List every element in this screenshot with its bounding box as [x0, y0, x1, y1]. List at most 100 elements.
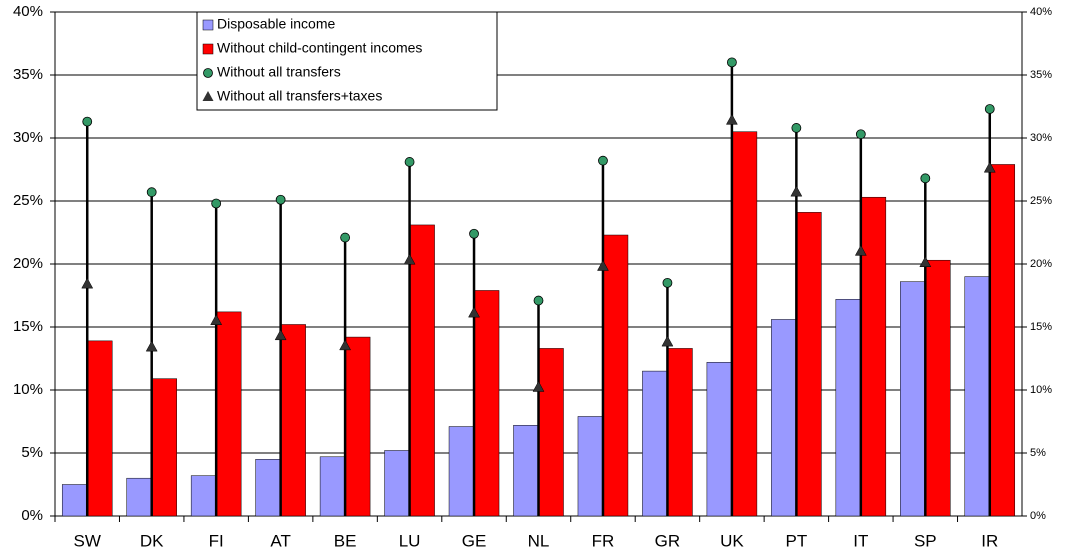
legend-label: Without all transfers+taxes	[217, 88, 382, 104]
x-tick-label: GE	[462, 531, 487, 550]
bar	[344, 336, 371, 517]
legend-label: Without child-contingent incomes	[217, 40, 422, 56]
bar	[319, 456, 346, 517]
y2-tick-label: 30%	[1030, 132, 1052, 144]
x-tick-label: PT	[785, 531, 807, 550]
bar	[61, 484, 88, 517]
marker-triangle	[854, 244, 867, 256]
marker-triangle	[81, 277, 94, 289]
marker-circle	[920, 173, 931, 184]
y2-tick-label: 35%	[1030, 69, 1052, 81]
bar	[513, 425, 539, 517]
y-tick-label: 20%	[13, 255, 43, 272]
x-tick-label: FR	[592, 531, 615, 550]
x-tick-label: LU	[399, 531, 421, 550]
marker-circle	[984, 104, 995, 114]
bar	[448, 426, 475, 517]
marker-triangle	[339, 339, 352, 351]
bar	[215, 311, 242, 517]
bar	[860, 196, 887, 517]
y2-tick-label: 40%	[1030, 6, 1052, 18]
marker-circle	[662, 277, 673, 288]
x-tick-label: UK	[720, 531, 744, 550]
bar	[409, 224, 435, 517]
legend-swatch	[203, 68, 213, 78]
bar	[835, 299, 862, 517]
bar	[538, 348, 564, 517]
bar	[667, 348, 693, 517]
y-tick-label: 10%	[13, 381, 43, 398]
legend-label: Disposable income	[217, 16, 335, 32]
marker-triangle	[532, 380, 545, 392]
x-tick-label: GR	[655, 531, 681, 550]
bar	[384, 450, 410, 517]
legend-swatch	[202, 43, 214, 55]
x-tick-label: AT	[270, 531, 290, 550]
marker-triangle	[790, 185, 803, 197]
bar	[706, 362, 733, 517]
marker-circle	[211, 198, 222, 209]
marker-triangle	[468, 306, 480, 318]
marker-triangle	[919, 256, 932, 267]
bar	[126, 477, 152, 517]
y2-tick-label: 20%	[1030, 258, 1052, 270]
legend-box	[196, 11, 498, 111]
x-tick-label: BE	[334, 531, 357, 550]
marker-triangle	[403, 253, 416, 265]
bar	[989, 164, 1016, 517]
bar	[151, 378, 177, 517]
y-tick-label: 25%	[13, 192, 43, 209]
marker-triangle	[725, 113, 738, 125]
y-tick-label: 5%	[21, 444, 43, 461]
marker-circle	[855, 129, 866, 140]
x-tick-label: IR	[981, 531, 998, 550]
y2-tick-label: 10%	[1030, 384, 1052, 396]
y2-tick-label: 25%	[1030, 195, 1052, 207]
marker-circle	[275, 194, 286, 205]
y2-tick-label: 15%	[1030, 321, 1052, 333]
x-tick-label: SP	[914, 531, 937, 550]
legend-swatch	[202, 91, 214, 101]
marker-circle	[82, 116, 93, 127]
bar	[925, 259, 951, 517]
bar	[473, 290, 500, 517]
marker-circle	[469, 228, 479, 239]
marker-circle	[404, 157, 415, 167]
marker-circle	[598, 155, 608, 166]
bar	[796, 212, 822, 517]
marker-triangle	[210, 314, 223, 325]
bar	[771, 319, 797, 517]
marker-triangle	[597, 260, 609, 271]
bar	[190, 475, 217, 517]
bar	[964, 276, 991, 517]
y-tick-label: 40%	[13, 3, 43, 20]
legend-swatch	[202, 19, 214, 31]
legend-label: Without all transfers	[217, 64, 341, 80]
bar	[255, 459, 281, 517]
marker-circle	[146, 187, 157, 198]
x-tick-label: NL	[528, 531, 550, 550]
y-tick-label: 30%	[13, 129, 43, 146]
y2-tick-label: 5%	[1030, 447, 1046, 459]
x-tick-label: SW	[74, 531, 101, 550]
marker-circle	[727, 57, 737, 68]
marker-circle	[791, 123, 802, 133]
x-tick-label: FI	[209, 531, 224, 550]
marker-circle	[533, 295, 544, 306]
x-tick-label: DK	[140, 531, 164, 550]
marker-circle	[340, 232, 351, 243]
bar	[577, 416, 604, 517]
bar	[642, 370, 668, 517]
y2-tick-label: 0%	[1030, 510, 1046, 522]
marker-triangle	[661, 335, 674, 347]
bar	[280, 324, 306, 517]
marker-triangle	[274, 329, 287, 341]
marker-triangle	[145, 340, 158, 352]
x-tick-label: IT	[853, 531, 868, 550]
bar	[602, 234, 629, 517]
y-tick-label: 15%	[13, 318, 43, 335]
y-tick-label: 0%	[21, 507, 43, 524]
bar	[86, 340, 113, 517]
